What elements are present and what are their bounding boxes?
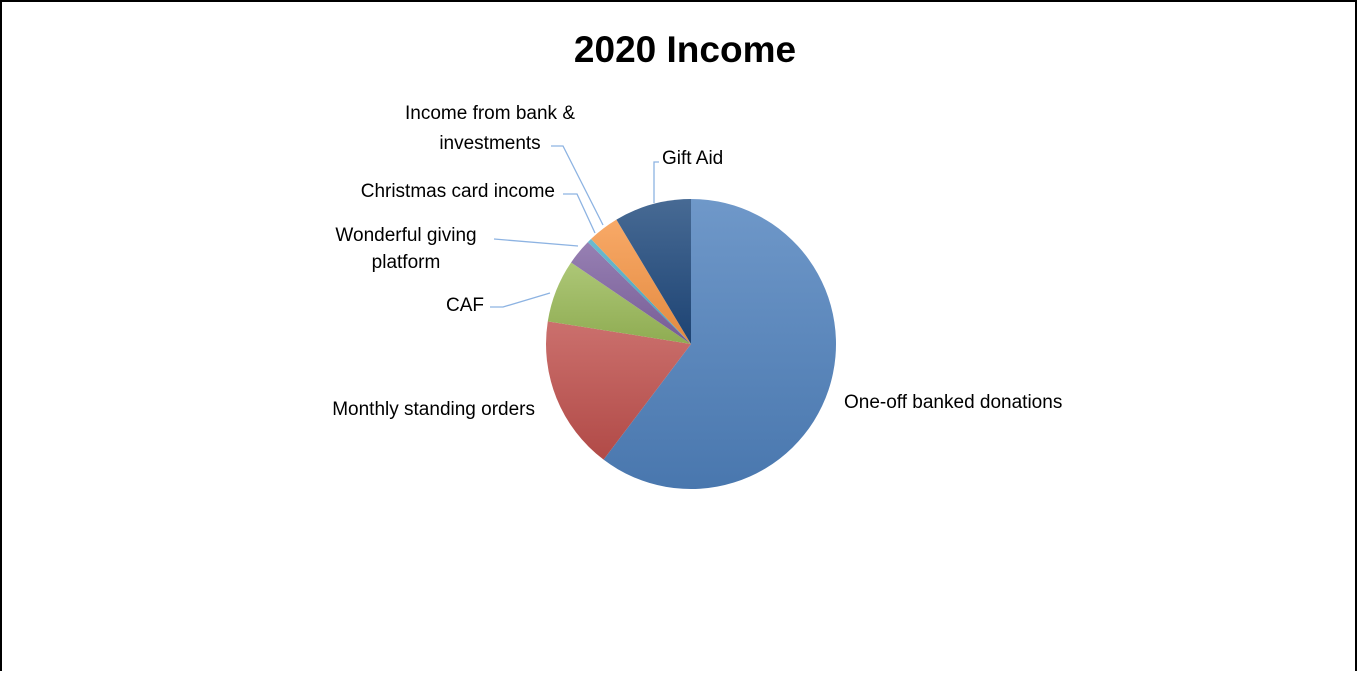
leader-line xyxy=(490,292,551,308)
slice-label: One-off banked donations xyxy=(844,392,1062,413)
pie-slice-one-off-banked-donations xyxy=(603,199,837,489)
pie-slice-gift-aid xyxy=(616,199,691,344)
pie-slice-income-from-bank-investments xyxy=(591,219,691,344)
leader-line xyxy=(493,238,579,247)
leader-lines xyxy=(490,145,659,308)
slice-label: Monthly standing orders xyxy=(332,399,535,420)
leader-line xyxy=(653,161,659,203)
slice-label: Wonderful giving platform xyxy=(335,225,476,273)
chart-title: 2020 Income xyxy=(574,29,796,70)
slice-label: Christmas card income xyxy=(361,181,555,202)
pie-slices xyxy=(546,199,837,489)
pie-slice-caf xyxy=(547,262,691,344)
pie-slice-wonderful-giving-platform xyxy=(571,242,691,344)
pie-slice-christmas-card-income xyxy=(587,238,691,344)
pie-slice-monthly-standing-orders xyxy=(546,321,691,460)
slice-labels: One-off banked donations Monthly standing… xyxy=(332,103,1062,420)
leader-line xyxy=(551,145,604,226)
slice-label: Gift Aid xyxy=(662,148,723,169)
slice-label: CAF xyxy=(446,295,484,316)
slice-label: Income from bank & investments xyxy=(405,103,575,154)
leader-line xyxy=(563,193,596,234)
